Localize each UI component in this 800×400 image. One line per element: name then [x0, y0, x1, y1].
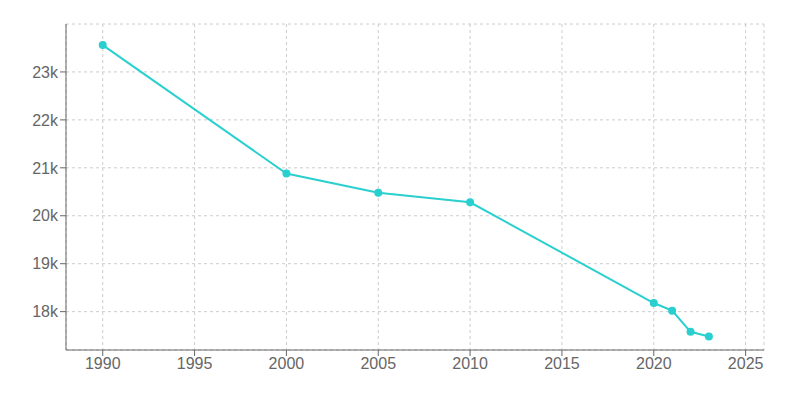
svg-text:2000: 2000: [269, 355, 305, 372]
svg-text:1995: 1995: [177, 355, 213, 372]
svg-text:22k: 22k: [32, 112, 59, 129]
svg-text:1990: 1990: [85, 355, 121, 372]
svg-text:20k: 20k: [32, 207, 59, 224]
svg-text:2005: 2005: [360, 355, 396, 372]
svg-text:2015: 2015: [544, 355, 580, 372]
svg-text:23k: 23k: [32, 64, 59, 81]
svg-text:2020: 2020: [636, 355, 672, 372]
svg-text:18k: 18k: [32, 303, 59, 320]
svg-text:21k: 21k: [32, 160, 59, 177]
svg-text:19k: 19k: [32, 255, 59, 272]
svg-text:2010: 2010: [452, 355, 488, 372]
svg-text:2025: 2025: [728, 355, 764, 372]
